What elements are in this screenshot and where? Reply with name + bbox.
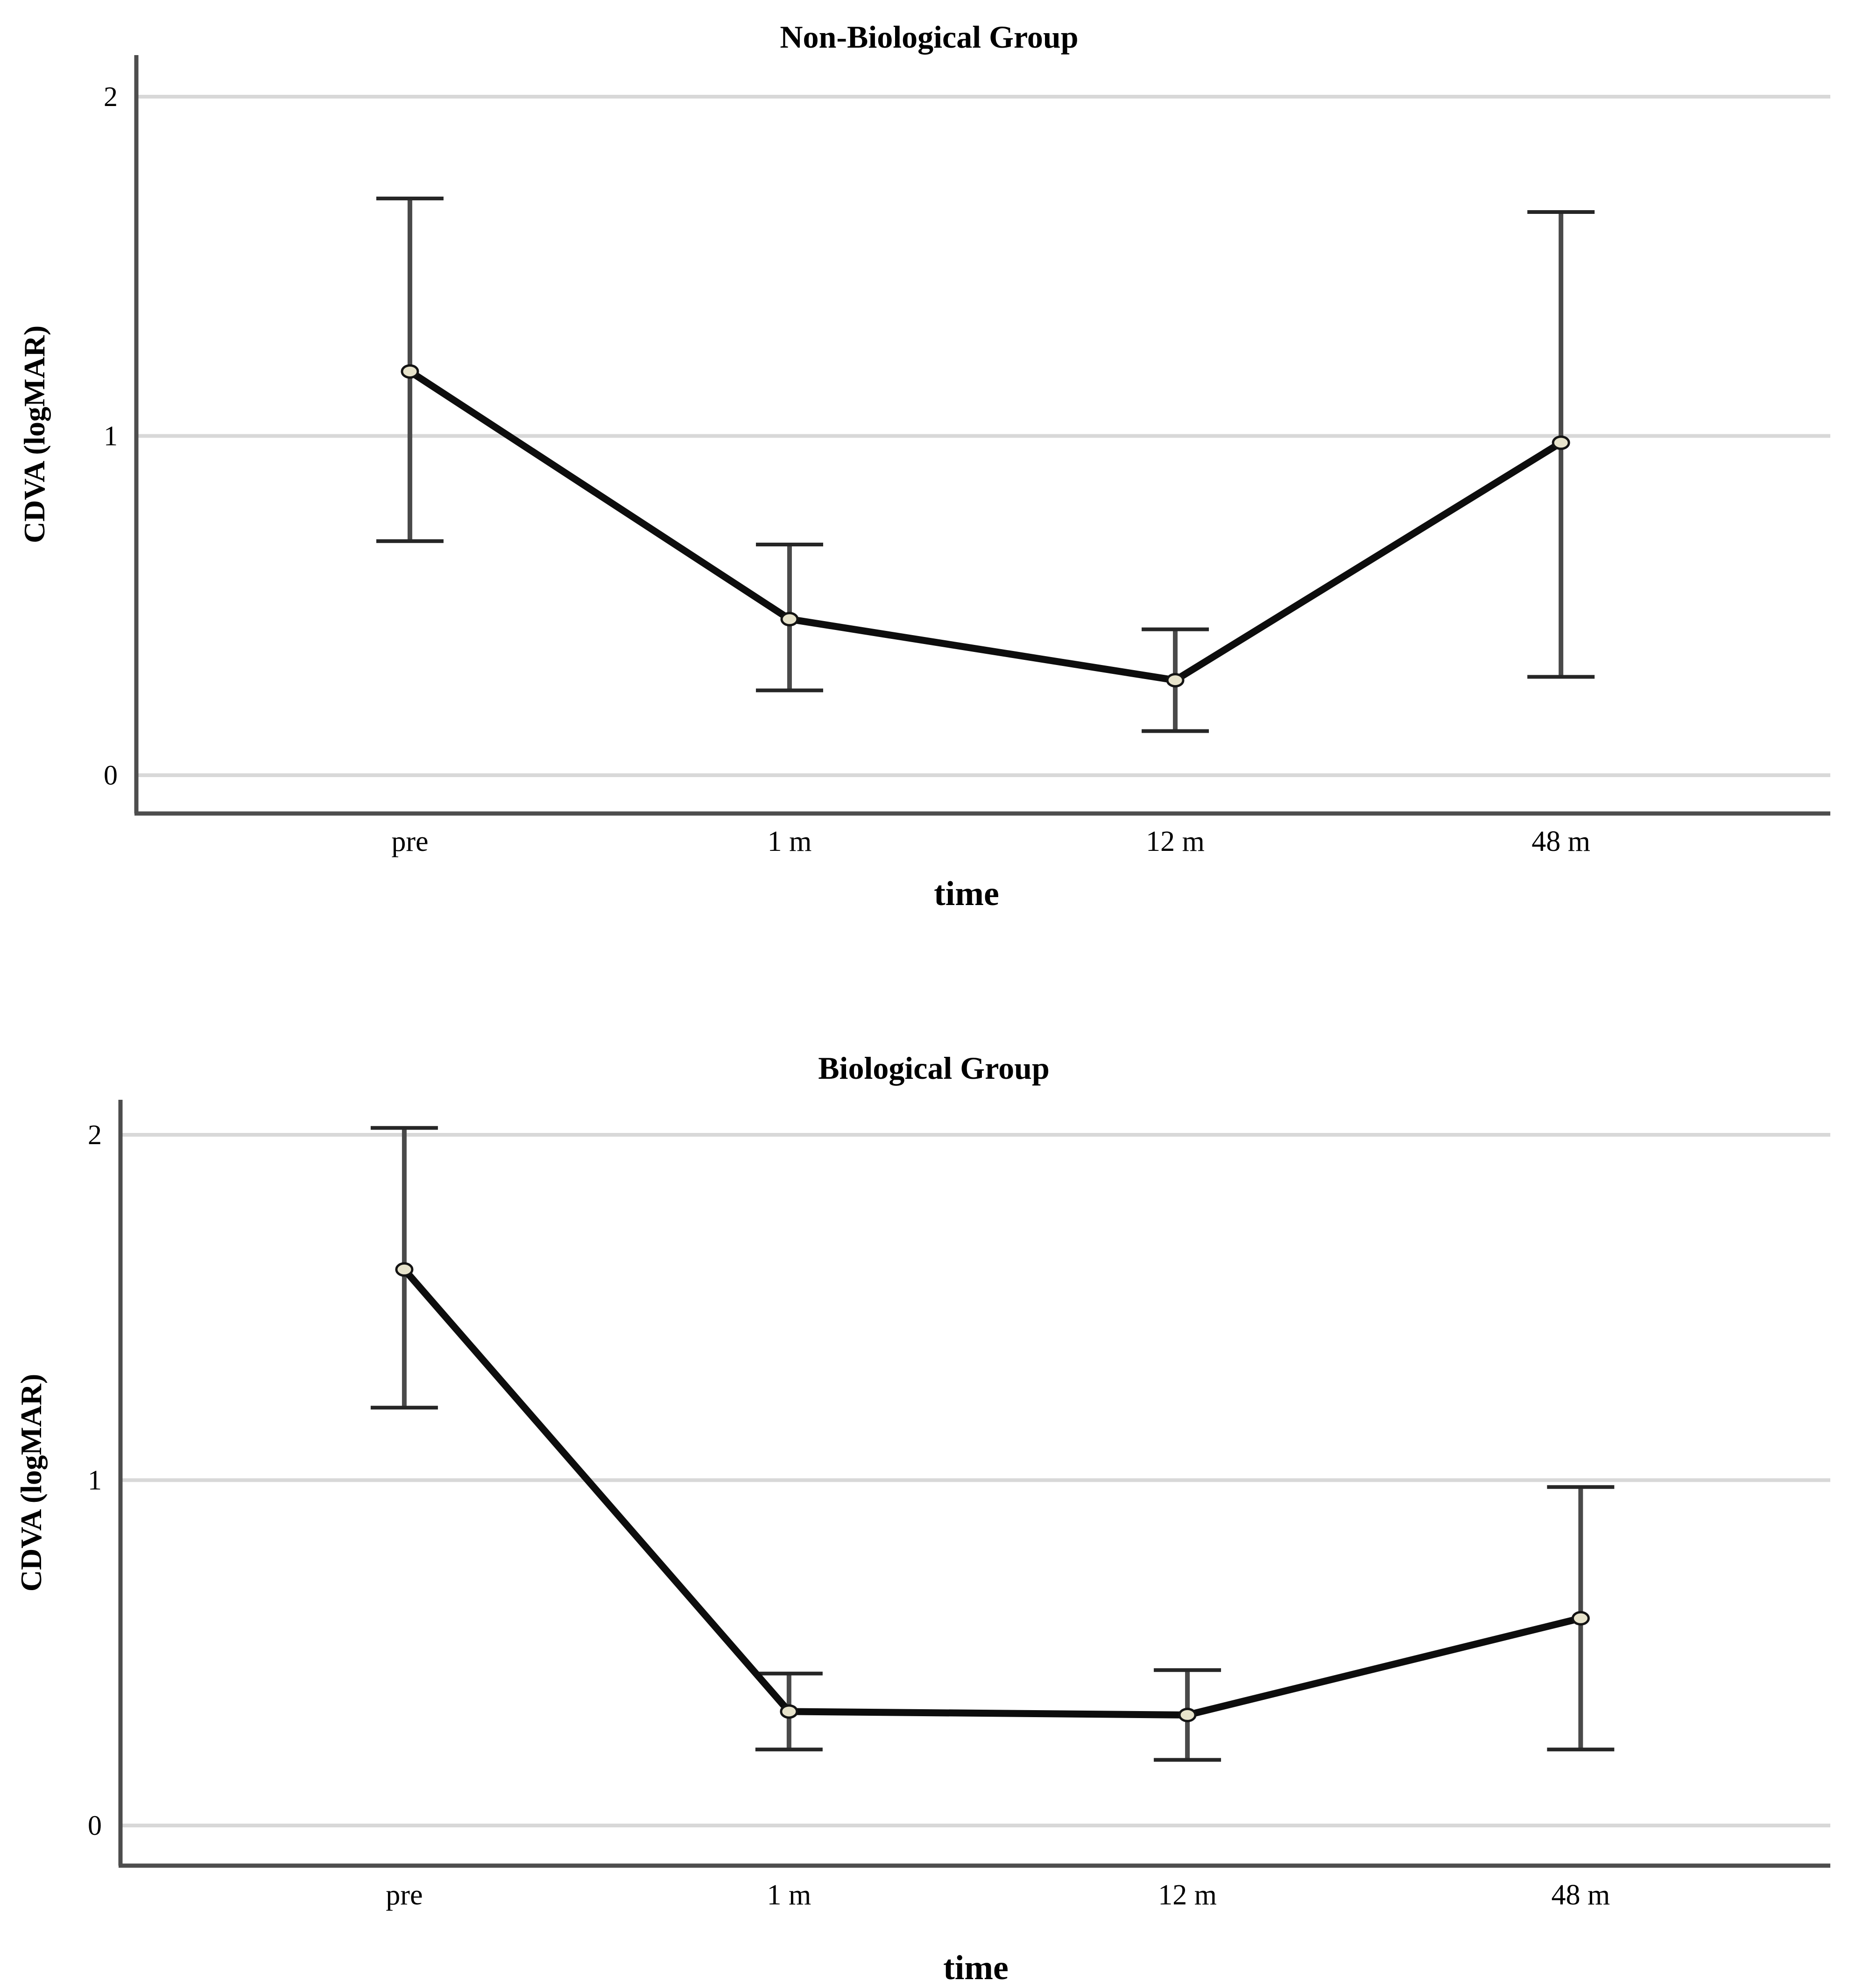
data-point-marker [780,1704,798,1719]
chart-non-biological-group: 0 1 2 pre 1 m 12 m 48 m Non-Biological Group tim… [18,19,1830,913]
x-category-label: pre [386,1879,423,1911]
chart-biological-group: 0 1 2 pre 1 m 12 m 48 m Biological Group time CDV… [0,995,1863,1988]
chart-canvas-bottom: 0 1 2 pre 1 m 12 m 48 m Biological Group time CDV… [0,995,1863,1988]
data-point-marker [780,612,799,627]
x-category-label: 1 m [767,1879,811,1911]
x-category-label: pre [391,826,428,857]
x-axis-title: time [943,1949,1009,1987]
chart-svg: 0 1 2 pre 1 m 12 m 48 m Non-Biological Group tim… [18,19,1830,913]
x-category-label: 48 m [1531,826,1590,857]
x-category-label: 1 m [768,826,812,857]
data-point-marker [401,364,419,379]
y-tick-label: 0 [88,1810,102,1841]
chart-svg: 0 1 2 pre 1 m 12 m 48 m Biological Group time CDV… [14,1050,1830,1987]
x-category-label: 12 m [1158,1879,1217,1911]
x-category-label: 12 m [1146,826,1205,857]
series-line [408,368,1563,684]
y-tick-label: 0 [104,760,118,791]
data-point-marker [1166,673,1185,688]
series-line [402,1267,1582,1719]
chart-title: Biological Group [818,1050,1050,1086]
y-tick-label: 1 [88,1465,102,1496]
x-axis-title: time [934,875,999,913]
data-point-marker [1552,435,1570,450]
data-point-marker [1571,1611,1590,1626]
chart-title: Non-Biological Group [780,19,1078,55]
y-tick-label: 1 [104,421,118,452]
data-point-marker [1178,1707,1197,1722]
y-tick-label: 2 [104,81,118,112]
chart-canvas-top: 0 1 2 pre 1 m 12 m 48 m Non-Biological Group tim… [18,19,1830,913]
y-axis-title: CDVA (logMAR) [14,1374,48,1592]
y-tick-label: 2 [88,1119,102,1150]
y-axis-title: CDVA (logMAR) [18,325,51,543]
data-point-marker [395,1262,414,1277]
x-category-label: 48 m [1551,1879,1610,1911]
